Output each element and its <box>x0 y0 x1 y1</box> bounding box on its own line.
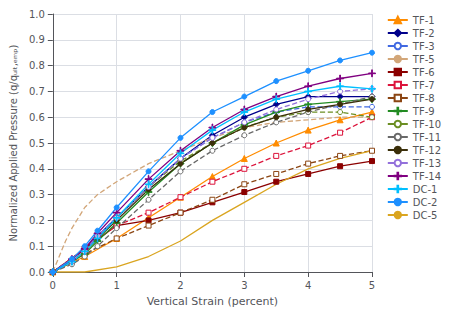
svg-text:0.6: 0.6 <box>29 112 45 123</box>
svg-text:TF-5: TF-5 <box>412 54 435 65</box>
svg-text:DC-2: DC-2 <box>413 197 438 208</box>
svg-text:0.2: 0.2 <box>29 215 45 226</box>
svg-text:DC-5: DC-5 <box>413 210 438 221</box>
svg-text:3: 3 <box>241 280 247 291</box>
svg-text:TF-1: TF-1 <box>412 15 435 26</box>
svg-text:TF-13: TF-13 <box>412 158 441 169</box>
svg-text:TF-12: TF-12 <box>412 145 441 156</box>
svg-text:0.9: 0.9 <box>29 34 45 45</box>
svg-text:0.3: 0.3 <box>29 189 45 200</box>
svg-text:TF-8: TF-8 <box>412 93 435 104</box>
svg-text:TF-6: TF-6 <box>412 67 435 78</box>
svg-text:0.7: 0.7 <box>29 86 45 97</box>
svg-text:0.5: 0.5 <box>29 138 45 149</box>
svg-text:TF-10: TF-10 <box>412 119 441 130</box>
svg-text:5: 5 <box>369 280 375 291</box>
svg-text:Vertical Strain (percent): Vertical Strain (percent) <box>147 295 278 308</box>
svg-text:0.0: 0.0 <box>29 267 45 278</box>
svg-text:0.4: 0.4 <box>29 163 45 174</box>
svg-text:TF-9: TF-9 <box>412 106 435 117</box>
svg-text:1: 1 <box>113 280 119 291</box>
svg-text:Normalized Applied Pressure (q: Normalized Applied Pressure (q/qᵤₗₜ,ₑₘₚ) <box>8 44 19 241</box>
svg-text:1.0: 1.0 <box>29 9 45 20</box>
svg-text:0.8: 0.8 <box>29 60 45 71</box>
svg-text:DC-1: DC-1 <box>413 184 438 195</box>
svg-text:0: 0 <box>50 280 56 291</box>
svg-text:4: 4 <box>305 280 311 291</box>
svg-text:TF-11: TF-11 <box>412 132 441 143</box>
svg-text:TF-7: TF-7 <box>412 80 435 91</box>
svg-text:TF-2: TF-2 <box>412 28 435 39</box>
svg-text:2: 2 <box>177 280 183 291</box>
svg-text:TF-14: TF-14 <box>412 171 441 182</box>
svg-text:0.1: 0.1 <box>29 241 45 252</box>
svg-text:TF-3: TF-3 <box>412 41 435 52</box>
